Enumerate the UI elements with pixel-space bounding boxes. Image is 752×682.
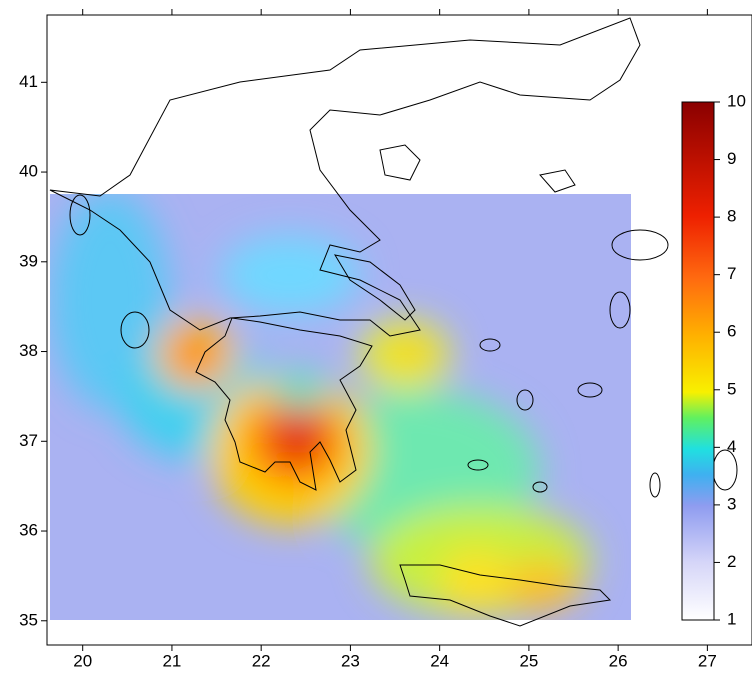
x-tick-label: 21 (162, 651, 181, 670)
colorbar-tick-label: 6 (727, 322, 736, 341)
andros-coast (479, 338, 501, 352)
corfu-coast (69, 194, 91, 236)
peloponnese-coast (195, 317, 373, 491)
y-tick-label: 39 (19, 251, 38, 270)
crete-coast (399, 564, 612, 627)
coastlines (49, 17, 738, 627)
y-tick-label: 41 (19, 72, 38, 91)
kefalonia-coast (120, 311, 150, 349)
y-tick-label: 36 (19, 521, 38, 540)
x-tick-label: 26 (609, 651, 628, 670)
x-tick-label: 23 (341, 651, 360, 670)
colorbar (681, 101, 715, 621)
limnos-coast (539, 169, 576, 193)
santorini-coast (532, 481, 548, 493)
colorbar-tick-label: 4 (727, 437, 736, 456)
x-tick-label: 27 (698, 651, 717, 670)
euboea-coast (333, 254, 416, 321)
samos-coast (577, 382, 603, 398)
x-tick-label: 20 (73, 651, 92, 670)
thasos-coast (379, 144, 421, 181)
colorbar-tick-label: 7 (727, 264, 736, 283)
colorbar-tick-label: 2 (727, 552, 736, 571)
y-tick-label: 40 (19, 162, 38, 181)
y-tick-label: 35 (19, 610, 38, 629)
chios-coast (609, 291, 631, 329)
lesvos-coast (611, 229, 669, 261)
heatmap (50, 194, 631, 620)
colorbar-tick-label: 1 (727, 609, 736, 628)
colorbar-tick-label: 9 (727, 149, 736, 168)
axes: 20 21 22 23 24 25 26 27353637383940411234567891… (19, 9, 746, 670)
karpathos-coast (649, 472, 661, 498)
y-tick-label: 37 (19, 431, 38, 450)
y-tick-label: 38 (19, 341, 38, 360)
x-tick-label: 24 (430, 651, 449, 670)
plot-frame (46, 14, 752, 646)
x-tick-label: 25 (519, 651, 538, 670)
mainland-coast (49, 17, 641, 337)
colorbar-tick-label: 10 (727, 91, 746, 110)
rhodes-coast (712, 449, 738, 491)
milos-coast (467, 459, 489, 471)
naxos-coast (516, 389, 534, 411)
colorbar-tick-label: 8 (727, 207, 736, 226)
colorbar-tick-label: 5 (727, 379, 736, 398)
colorbar-tick-label: 3 (727, 494, 736, 513)
x-tick-label: 22 (252, 651, 271, 670)
